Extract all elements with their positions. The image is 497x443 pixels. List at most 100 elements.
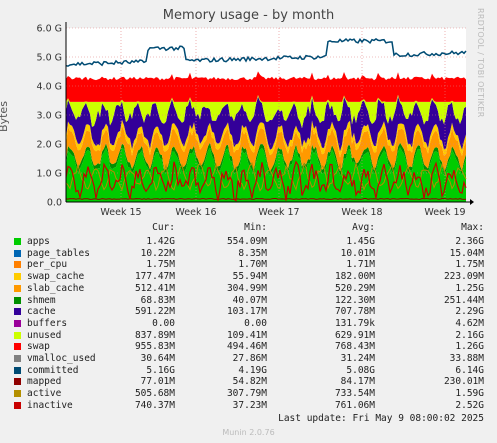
legend-min: 554.09M xyxy=(226,236,267,247)
legend-avg: 131.79k xyxy=(334,317,375,329)
legend-swatch xyxy=(14,390,21,398)
legend-max: 1.59G xyxy=(455,388,484,400)
legend-max: 6.14G xyxy=(455,364,484,376)
legend-header-max: Max: xyxy=(461,222,484,233)
legend-name: unused xyxy=(27,329,62,341)
legend-name: swap xyxy=(27,341,50,353)
legend-name: slab_cache xyxy=(27,282,85,294)
y-tick-label: 0.0 xyxy=(47,198,62,209)
legend-row: per_cpu 1.75M 1.70M 1.71M 1.75M xyxy=(0,259,497,270)
line-inactive xyxy=(65,160,467,202)
x-tick-label: Week 16 xyxy=(175,207,216,218)
legend-swatch xyxy=(14,378,21,386)
legend-avg: 520.29M xyxy=(334,282,375,294)
rrdtool-credit: RRDTOOL / TOBI OETIKER xyxy=(476,8,485,118)
legend-row: committed 5.16G 4.19G 5.08G 6.14G xyxy=(0,365,497,376)
legend-swatch xyxy=(14,261,21,269)
legend-min: 40.07M xyxy=(232,294,267,306)
legend-min: 8.35M xyxy=(238,247,267,259)
legend-min: 103.17M xyxy=(226,306,267,318)
x-tick-label: Week 18 xyxy=(341,207,382,218)
legend-cur: 5.16G xyxy=(146,364,175,376)
legend-name: shmem xyxy=(27,294,56,306)
legend-max: 15.04M xyxy=(449,247,484,259)
legend-name: active xyxy=(27,388,62,400)
legend-avg: 733.54M xyxy=(334,388,375,400)
munin-version: Munin 2.0.76 xyxy=(222,428,275,437)
legend-name: apps xyxy=(27,236,50,247)
y-tick-label: 4.0 G xyxy=(37,82,63,93)
legend-min: 109.41M xyxy=(226,329,267,341)
legend-row: inactive 740.37M 37.23M 761.06M 2.52G xyxy=(0,400,497,411)
legend-swatch xyxy=(14,284,21,292)
legend-swatch xyxy=(14,249,21,257)
legend-swatch xyxy=(14,308,21,316)
legend-header-avg: Avg: xyxy=(352,222,375,233)
legend-max: 1.26G xyxy=(455,341,484,353)
legend-cur: 0.00 xyxy=(152,317,175,329)
legend-header: Cur: Min: Avg: Max: xyxy=(0,222,497,236)
legend-max: 4.62M xyxy=(455,317,484,329)
legend-header-cur: Cur: xyxy=(152,222,175,233)
y-tick-label: 6.0 G xyxy=(37,24,63,35)
legend-name: vmalloc_used xyxy=(27,353,96,364)
legend-cur: 30.64M xyxy=(140,353,175,364)
legend-avg: 84.17M xyxy=(340,376,375,388)
area-apps xyxy=(66,147,466,202)
area-shmem xyxy=(66,142,466,176)
y-tick-label: 5.0 G xyxy=(37,53,63,64)
legend-swatch xyxy=(14,238,21,245)
y-tick-label: 2.0 G xyxy=(37,140,63,151)
plot-area: 0.0 1.0 G 2.0 G 3.0 G 4.0 G 5.0 G 6.0 G Week 15… xyxy=(37,22,474,218)
legend-cur: 1.42G xyxy=(146,236,175,247)
legend-header-min: Min: xyxy=(244,222,267,233)
legend-avg: 761.06M xyxy=(334,399,375,411)
legend-swatch xyxy=(14,355,21,362)
legend-cur: 512.41M xyxy=(134,282,175,294)
area-swap xyxy=(66,71,466,102)
legend-cur: 77.01M xyxy=(140,376,175,388)
legend-min: 0.00 xyxy=(244,317,267,329)
legend-min: 4.19G xyxy=(238,364,267,376)
legend-row: cache 591.22M 103.17M 707.78M 2.29G xyxy=(0,306,497,317)
legend-row: mapped 77.01M 54.82M 84.17M 230.01M xyxy=(0,376,497,387)
legend-min: 37.23M xyxy=(232,399,267,411)
legend-avg: 122.30M xyxy=(334,294,375,306)
legend-max: 2.16G xyxy=(455,329,484,341)
x-axis-arrow xyxy=(470,199,474,205)
legend-swatch xyxy=(14,343,21,351)
legend-cur: 177.47M xyxy=(134,271,175,283)
legend-cur: 1.75M xyxy=(146,259,175,271)
legend-name: cache xyxy=(27,306,56,318)
legend-avg: 31.24M xyxy=(340,353,375,364)
legend-name: buffers xyxy=(27,317,68,329)
legend-min: 307.79M xyxy=(226,388,267,400)
y-tick-label: 3.0 G xyxy=(37,111,63,122)
x-tick-label: Week 17 xyxy=(258,207,299,218)
legend-row: active 505.68M 307.79M 733.54M 1.59G xyxy=(0,388,497,399)
legend-row: unused 837.89M 109.41M 629.91M 2.16G xyxy=(0,330,497,341)
legend-row: apps 1.42G 554.09M 1.45G 2.36G xyxy=(0,236,497,247)
legend-swatch xyxy=(14,331,21,339)
legend-min: 1.70M xyxy=(238,259,267,271)
legend-min: 54.82M xyxy=(232,376,267,388)
legend-max: 1.25G xyxy=(455,282,484,294)
legend-max: 2.52G xyxy=(455,399,484,411)
legend-avg: 1.71M xyxy=(346,259,375,271)
line-committed xyxy=(65,37,467,67)
legend-avg: 5.08G xyxy=(346,364,375,376)
legend-cur: 837.89M xyxy=(134,329,175,341)
legend-cur: 591.22M xyxy=(134,306,175,318)
legend-cur: 10.22M xyxy=(140,247,175,259)
legend-max: 223.09M xyxy=(443,271,484,283)
x-tick-label: Week 15 xyxy=(100,207,141,218)
legend-swatch xyxy=(14,296,21,304)
legend-min: 27.86M xyxy=(232,353,267,364)
last-update: Last update: Fri May 9 08:00:02 2025 xyxy=(278,413,484,424)
legend-cur: 505.68M xyxy=(134,388,175,400)
legend-row: page_tables 10.22M 8.35M 10.01M 15.04M xyxy=(0,248,497,259)
area-slab_cache xyxy=(66,126,466,172)
x-tick-label: Week 19 xyxy=(424,207,465,218)
area-unused xyxy=(66,94,466,129)
